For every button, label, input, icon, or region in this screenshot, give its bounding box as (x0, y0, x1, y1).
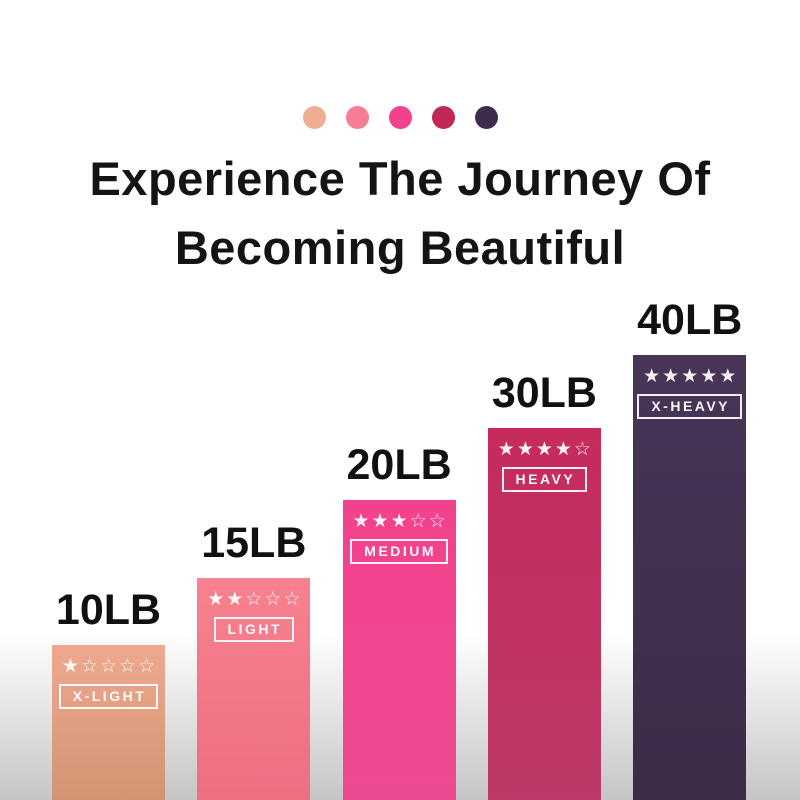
light-dot (345, 106, 369, 129)
bar-group: 20LB ★★★☆☆ MEDIUM (342, 444, 456, 800)
bar-group: 30LB ★★★★☆ HEAVY (487, 372, 601, 800)
x-heavy-dot (474, 106, 498, 129)
star-rating-icon: ★★★☆☆ (352, 511, 448, 532)
bar-weight-label: 10LB (55, 586, 162, 634)
heavy-dot (431, 106, 455, 129)
bar: ★★★★★ X-HEAVY (633, 355, 747, 800)
star-rating-icon: ★★★★☆ (497, 439, 593, 460)
page-title: Experience The Journey Of Becoming Beaut… (0, 144, 800, 282)
level-badge: HEAVY (501, 467, 588, 492)
palette-dots (0, 106, 800, 129)
bar: ★★☆☆☆ LIGHT (197, 578, 311, 800)
star-rating-icon: ★★★★★ (643, 366, 739, 387)
bar: ★★★★☆ HEAVY (487, 428, 601, 800)
level-badge: X-HEAVY (637, 394, 743, 419)
x-light-dot (302, 106, 326, 129)
star-rating-icon: ★☆☆☆☆ (61, 656, 158, 677)
bar: ★★★☆☆ MEDIUM (342, 500, 456, 800)
level-badge: LIGHT (213, 617, 295, 642)
bar-weight-label: 20LB (346, 441, 452, 489)
bar-group: 10LB ★☆☆☆☆ X-LIGHT (52, 589, 165, 800)
bar-group: 40LB ★★★★★ X-HEAVY (633, 299, 747, 800)
bar-weight-label: 30LB (491, 369, 597, 417)
bar: ★☆☆☆☆ X-LIGHT (52, 645, 165, 800)
level-badge: MEDIUM (350, 539, 448, 564)
bar-weight-label: 15LB (201, 519, 307, 567)
title-line-2: Becoming Beautiful (174, 221, 626, 274)
title-line-1: Experience The Journey Of (89, 152, 711, 205)
level-badge: X-LIGHT (58, 684, 159, 709)
bar-weight-label: 40LB (637, 296, 743, 344)
star-rating-icon: ★★☆☆☆ (207, 589, 303, 610)
bar-group: 15LB ★★☆☆☆ LIGHT (197, 522, 311, 800)
medium-dot (388, 106, 412, 129)
